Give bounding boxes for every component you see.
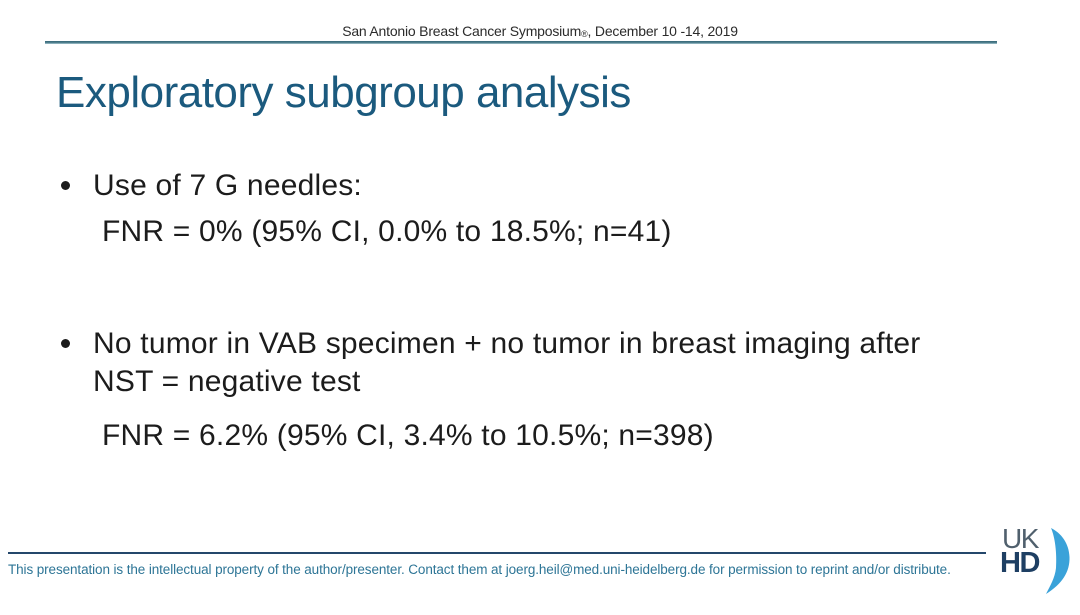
registered-trademark-symbol: ® bbox=[581, 29, 588, 39]
bullet-1-fnr-result: FNR = 0% (95% CI, 0.0% to 18.5%; n=41) bbox=[102, 215, 672, 248]
bullet-2-line-1: No tumor in VAB specimen + no tumor in b… bbox=[93, 327, 921, 360]
footer-disclaimer: This presentation is the intellectual pr… bbox=[8, 562, 951, 577]
logo-uk-text: UK bbox=[1002, 523, 1039, 554]
bullet-2-text: No tumor in VAB specimen + no tumor in b… bbox=[93, 325, 920, 401]
bullet-icon bbox=[61, 181, 70, 190]
conference-header: San Antonio Breast Cancer Symposium®, De… bbox=[0, 23, 1080, 39]
conference-date: , December 10 -14, 2019 bbox=[587, 23, 738, 39]
conference-name: San Antonio Breast Cancer Symposium bbox=[342, 23, 582, 39]
bullet-1-text: Use of 7 G needles: bbox=[93, 169, 362, 202]
crescent-swoosh-icon bbox=[1046, 528, 1070, 594]
logo-hd-text: HD bbox=[1000, 547, 1040, 579]
header-divider bbox=[45, 41, 997, 44]
footer-divider bbox=[8, 552, 986, 554]
bullet-icon bbox=[61, 339, 70, 348]
bullet-2-fnr-result: FNR = 6.2% (95% CI, 3.4% to 10.5%; n=398… bbox=[102, 419, 714, 452]
slide-title: Exploratory subgroup analysis bbox=[56, 68, 631, 117]
bullet-2-line-2: NST = negative test bbox=[93, 365, 361, 398]
